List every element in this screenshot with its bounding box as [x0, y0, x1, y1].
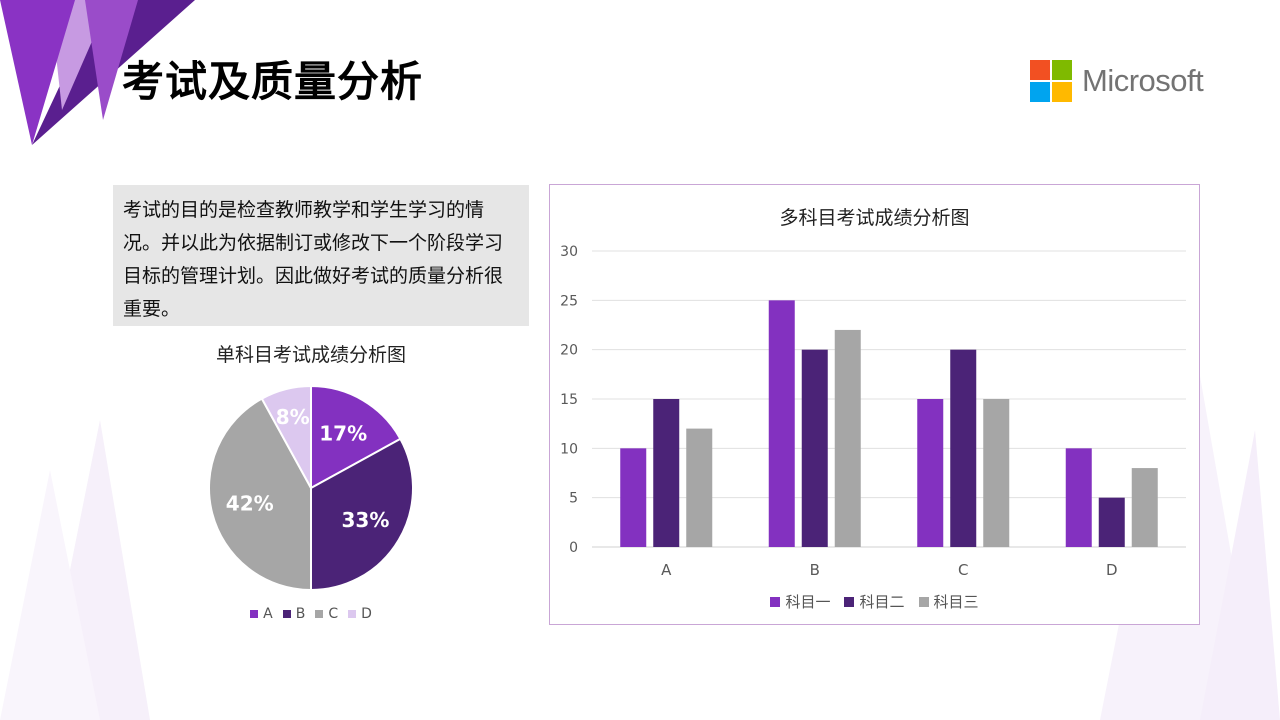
bar-b-series-2: [801, 349, 828, 547]
legend-label: 科目三: [933, 593, 979, 611]
bar-a-series-2: [653, 399, 680, 547]
bar-legend: 科目一 科目二 科目三: [550, 591, 1199, 612]
bar-c-series-1: [917, 399, 944, 547]
legend-item-d: D: [348, 606, 372, 622]
legend-item-a: A: [250, 606, 273, 622]
bar-d-series-3: [1131, 468, 1158, 547]
bar-d-series-1: [1065, 448, 1092, 547]
legend-label: A: [263, 606, 273, 622]
bar-c-series-3: [983, 399, 1010, 547]
legend-label: C: [328, 606, 339, 622]
deco-triangle: [40, 420, 150, 720]
legend-item-b: B: [282, 606, 306, 622]
pie-slice-d: [260, 384, 312, 489]
bar-d-series-2: [1098, 497, 1125, 547]
logo-text: Microsoft: [1082, 63, 1204, 98]
deco-triangle: [0, 470, 100, 720]
bar-chart-panel: 多科目考试成绩分析图 0 5 10 15 20 25 30 A B C D 科目一 科目二 科目三: [549, 184, 1200, 625]
legend-label: B: [295, 606, 306, 622]
y-tick-label: 25: [560, 293, 578, 309]
bar-chart: 0 5 10 15 20 25 30 A B C D: [560, 244, 1186, 579]
legend-swatch: [918, 596, 929, 607]
page-title: 考试及质量分析: [122, 57, 424, 106]
deco-triangle: [0, 0, 75, 145]
bar-c-series-2: [950, 349, 977, 547]
microsoft-logo-icon: [1030, 60, 1072, 102]
x-tick-label: B: [810, 561, 820, 579]
bar-a-series-1: [620, 448, 647, 547]
legend-label: 科目二: [859, 593, 905, 611]
legend-swatch: [844, 596, 855, 607]
bar-a-series-3: [686, 428, 713, 547]
deco-triangle: [50, 0, 110, 110]
bar-b-series-1: [768, 300, 795, 547]
legend-swatch: [282, 610, 291, 618]
pie-chart-title: 单科目考试成绩分析图: [215, 344, 406, 366]
legend-label: 科目一: [785, 593, 831, 611]
legend-swatch: [250, 610, 259, 618]
legend-item-series-2: 科目二: [844, 591, 905, 612]
pie-data-label: 42%: [226, 492, 274, 516]
description-box: 考试的目的是检查教师教学和学生学习的情况。并以此为依据制订或修改下一个阶段学习目…: [113, 185, 529, 326]
deco-triangle: [1200, 430, 1280, 720]
pie-slice-a: [310, 384, 402, 490]
y-tick-label: 20: [560, 343, 578, 359]
pie-legend: A B C D: [113, 606, 509, 622]
legend-item-series-1: 科目一: [770, 591, 830, 612]
legend-label: D: [361, 606, 372, 622]
legend-item-c: C: [315, 606, 338, 622]
pie-chart: 17% 33% 42% 8%: [208, 384, 414, 592]
bar-chart-title: 多科目考试成绩分析图: [779, 207, 970, 229]
legend-swatch: [348, 610, 357, 618]
microsoft-logo: Microsoft: [1030, 60, 1230, 104]
y-tick-label: 5: [569, 491, 578, 507]
y-tick-label: 0: [569, 540, 578, 556]
pie-slice-c: [208, 397, 312, 592]
pie-data-label: 8%: [276, 405, 310, 429]
legend-swatch: [770, 596, 781, 607]
y-tick-label: 15: [560, 392, 578, 408]
y-tick-label: 30: [560, 244, 578, 260]
pie-slice-b: [310, 437, 414, 592]
x-tick-label: C: [958, 561, 968, 579]
bar-b-series-3: [834, 329, 861, 547]
pie-data-label: 17%: [319, 422, 367, 446]
legend-swatch: [315, 610, 324, 618]
x-tick-label: A: [661, 561, 672, 579]
y-tick-label: 10: [560, 441, 578, 457]
legend-item-series-3: 科目三: [918, 591, 979, 612]
x-tick-label: D: [1106, 561, 1118, 579]
pie-data-label: 33%: [341, 508, 389, 532]
